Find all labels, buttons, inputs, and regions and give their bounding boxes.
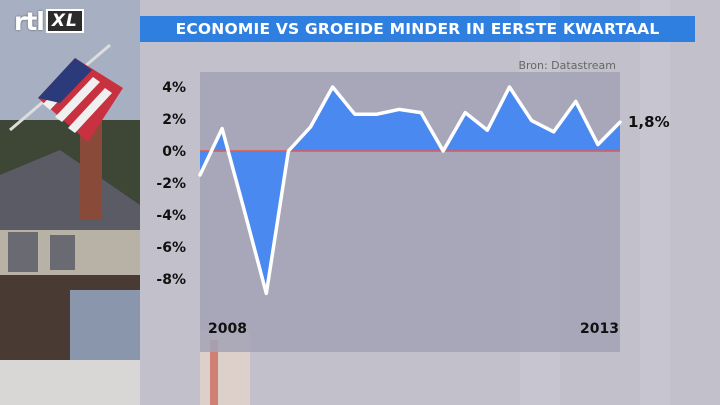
last-value-label: 1,8%: [628, 113, 670, 131]
area-group: [200, 87, 620, 294]
y-tick-label: -4%: [156, 208, 186, 224]
y-tick-label: -2%: [156, 176, 186, 192]
source-label: Bron: Datastream: [518, 59, 616, 72]
logo-brand: rtl: [14, 6, 45, 36]
channel-logo: rtl XL: [14, 6, 84, 36]
title-bar: ECONOMIE VS GROEIDE MINDER IN EERSTE KWA…: [140, 16, 695, 42]
logo-channel: XL: [45, 9, 84, 33]
chart-container: 4% 2% 0% -2% -4% -6% -8% 2008 2013 Bron: Datas…: [140, 55, 700, 405]
growth-chart: 4% 2% 0% -2% -4% -6% -8% 2008 2013 Bron: Datas…: [156, 59, 670, 352]
y-tick-label: 0%: [162, 144, 186, 160]
y-tick-label: -6%: [156, 240, 186, 256]
y-tick-label: 2%: [162, 112, 186, 128]
x-tick-label-start: 2008: [208, 321, 247, 337]
y-tick-label: 4%: [162, 80, 186, 96]
series-line: [198, 85, 622, 296]
y-tick-label: -8%: [156, 272, 186, 288]
page-title: ECONOMIE VS GROEIDE MINDER IN EERSTE KWA…: [175, 20, 660, 38]
series-area: [200, 87, 620, 294]
y-axis-ticks: 4% 2% 0% -2% -4% -6% -8%: [156, 80, 186, 288]
flag-image: [9, 43, 123, 142]
x-tick-label-end: 2013: [580, 321, 619, 337]
